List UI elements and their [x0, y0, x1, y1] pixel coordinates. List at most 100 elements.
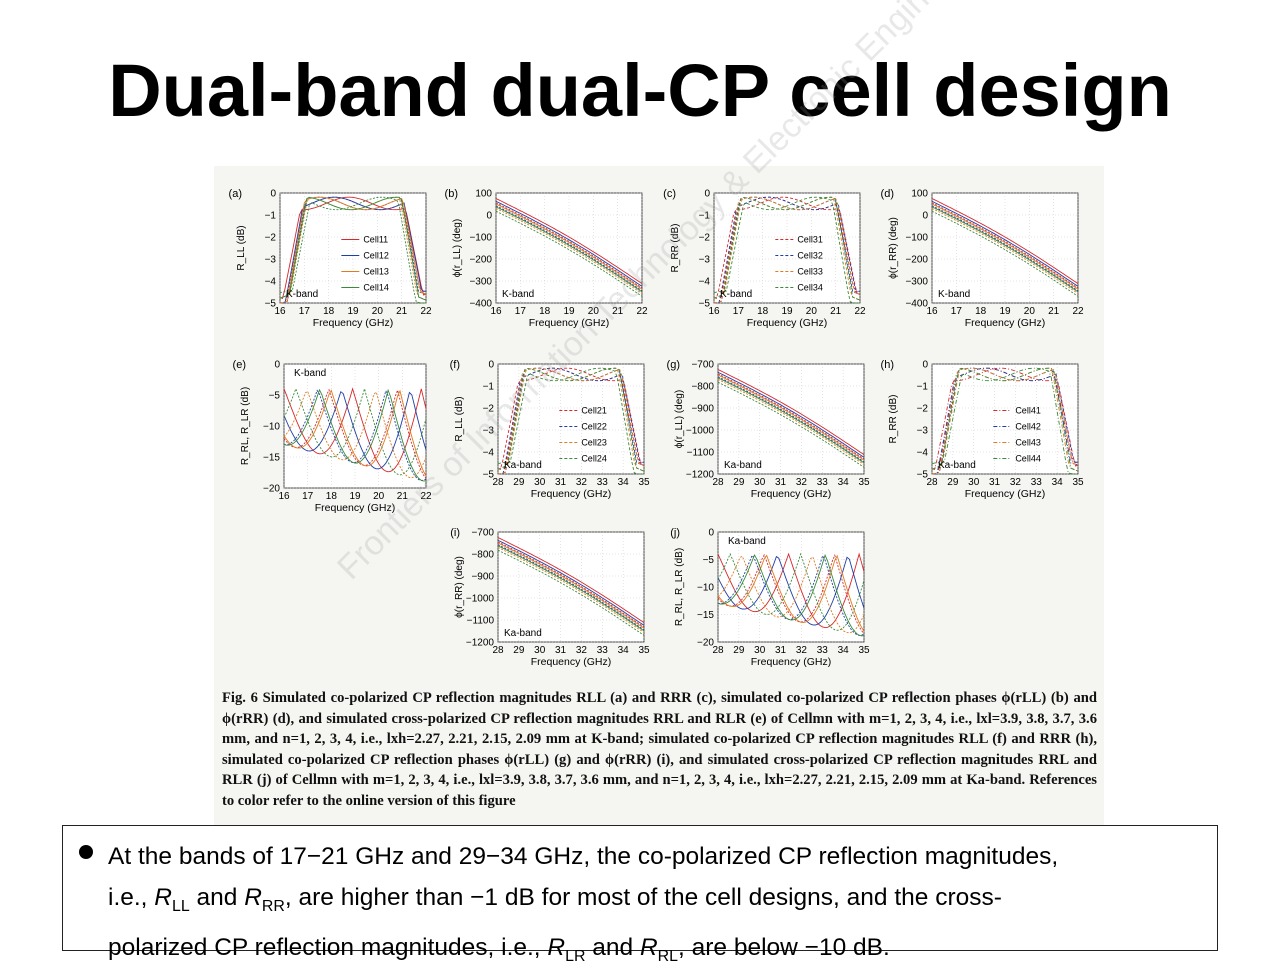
- x-tick-label: 29: [513, 477, 525, 488]
- legend-label: Cell43: [1015, 438, 1041, 448]
- y-tick-label: 0: [922, 360, 928, 371]
- x-tick-label: 28: [492, 645, 504, 656]
- y-tick-label: −1000: [686, 426, 715, 437]
- series-curve: [495, 198, 643, 285]
- y-tick-label: −4: [699, 277, 711, 288]
- series-curve: [497, 542, 645, 629]
- y-axis-label: ϕ(r_RR) (deg): [454, 556, 465, 618]
- x-tick-label: 21: [612, 306, 624, 317]
- x-tick-label: 18: [539, 306, 551, 317]
- y-tick-label: −20: [697, 638, 714, 649]
- x-tick-label: 33: [597, 477, 609, 488]
- legend-label: Cell24: [581, 454, 607, 464]
- legend-label: Cell32: [797, 251, 823, 261]
- y-tick-label: −5: [703, 555, 715, 566]
- legend-label: Cell44: [1015, 454, 1041, 464]
- panel-label: (b): [445, 188, 458, 200]
- x-tick-label: 21: [830, 306, 842, 317]
- figure: 16 17 18 19 20 21 22 0 −1 −2 −3 −4 −5 Frequency (GHz)…: [214, 166, 1104, 826]
- band-label: K-band: [286, 289, 318, 300]
- panel-label: (e): [233, 359, 246, 371]
- y-tick-label: −200: [905, 255, 928, 266]
- y-tick-label: 0: [488, 360, 494, 371]
- y-tick-label: −2: [483, 404, 495, 415]
- series-curve: [495, 200, 643, 287]
- legend-label: Cell33: [797, 267, 823, 277]
- x-tick-label: 28: [712, 477, 724, 488]
- panel-label: (a): [229, 188, 242, 200]
- x-tick-label: 16: [926, 306, 938, 317]
- series-curve: [497, 367, 644, 475]
- panel-label: (h): [881, 359, 894, 371]
- y-tick-label: 0: [704, 189, 710, 200]
- y-axis-label: R_RL, R_LR (dB): [240, 387, 251, 465]
- bullet-line-1: At the bands of 17−21 GHz and 29−34 GHz,…: [108, 843, 1059, 870]
- series-curve: [497, 545, 645, 632]
- x-tick-label: 31: [775, 645, 787, 656]
- y-tick-label: 0: [486, 211, 492, 222]
- panel-f: 28 29 30 31 32 33 34 35 0 −1 −2 −3 −4 −5 Frequency (GH…: [450, 359, 650, 500]
- y-tick-label: −200: [469, 255, 492, 266]
- panel-label: (i): [450, 527, 460, 539]
- x-tick-label: 30: [754, 477, 766, 488]
- x-tick-label: 19: [999, 306, 1011, 317]
- bullet-text: At the bands of 17−21 GHz and 29−34 GHz,…: [108, 836, 1208, 977]
- y-axis-label: ϕ(r_LL) (deg): [674, 390, 685, 448]
- symbol-r: R: [154, 884, 172, 911]
- band-label: Ka-band: [504, 460, 542, 471]
- figure-caption: Fig. 6 Simulated co-polarized CP reflect…: [222, 690, 1097, 809]
- panel-c: 16 17 18 19 20 21 22 0 −1 −2 −3 −4 −5 Frequency (GHz)…: [663, 188, 866, 329]
- y-tick-label: −1: [917, 382, 929, 393]
- y-tick-label: −2: [917, 404, 929, 415]
- legend-label: Cell23: [581, 438, 607, 448]
- x-tick-label: 28: [492, 477, 504, 488]
- series-curve: [283, 387, 427, 473]
- band-label: K-band: [720, 289, 752, 300]
- y-tick-label: 0: [922, 211, 928, 222]
- legend-label: Cell41: [1015, 406, 1041, 416]
- y-tick-label: 0: [708, 528, 714, 539]
- y-tick-label: −300: [905, 277, 928, 288]
- text-span: and: [189, 884, 245, 911]
- x-tick-label: 16: [490, 306, 502, 317]
- y-tick-label: −1200: [686, 470, 715, 481]
- series-curve: [279, 196, 427, 301]
- bullet-dot-icon: [79, 845, 93, 859]
- text-span: , are higher than −1 dB for most of the …: [284, 884, 1002, 911]
- x-tick-label: 33: [817, 645, 829, 656]
- y-tick-label: −300: [469, 277, 492, 288]
- x-tick-label: 32: [796, 477, 808, 488]
- x-tick-label: 32: [1010, 477, 1022, 488]
- x-axis-label: Frequency (GHz): [315, 502, 396, 514]
- series-curve: [497, 539, 645, 626]
- x-tick-label: 33: [597, 645, 609, 656]
- legend-label: Cell42: [1015, 422, 1041, 432]
- series-curve: [931, 200, 1079, 287]
- band-label: K-band: [502, 289, 534, 300]
- x-tick-label: 16: [278, 491, 290, 502]
- series-curve: [497, 367, 645, 472]
- x-tick-label: 32: [576, 477, 588, 488]
- x-tick-label: 17: [515, 306, 527, 317]
- x-tick-label: 28: [712, 645, 724, 656]
- legend-label: Cell22: [581, 422, 607, 432]
- series-curve: [497, 367, 645, 475]
- x-tick-label: 28: [926, 477, 938, 488]
- y-axis-label: R_LL (dB): [236, 225, 247, 270]
- y-tick-label: 0: [274, 360, 280, 371]
- x-tick-label: 34: [838, 645, 850, 656]
- x-tick-label: 17: [951, 306, 963, 317]
- y-tick-label: −15: [697, 610, 714, 621]
- x-tick-label: 32: [576, 645, 588, 656]
- x-tick-label: 31: [555, 645, 567, 656]
- band-label: Ka-band: [504, 628, 542, 639]
- x-tick-label: 35: [1072, 477, 1084, 488]
- x-tick-label: 19: [781, 306, 793, 317]
- y-tick-label: −10: [697, 583, 714, 594]
- y-tick-label: −5: [699, 299, 711, 310]
- bullet-line-2: i.e., RLL and RRR, are higher than −1 dB…: [108, 877, 1208, 927]
- panel-b: 16 17 18 19 20 21 22 100 0 −100 −200 −300 −400 Freque…: [445, 188, 648, 329]
- y-tick-label: −1000: [466, 594, 495, 605]
- series-curve: [279, 196, 427, 304]
- x-axis-label: Frequency (GHz): [747, 317, 828, 329]
